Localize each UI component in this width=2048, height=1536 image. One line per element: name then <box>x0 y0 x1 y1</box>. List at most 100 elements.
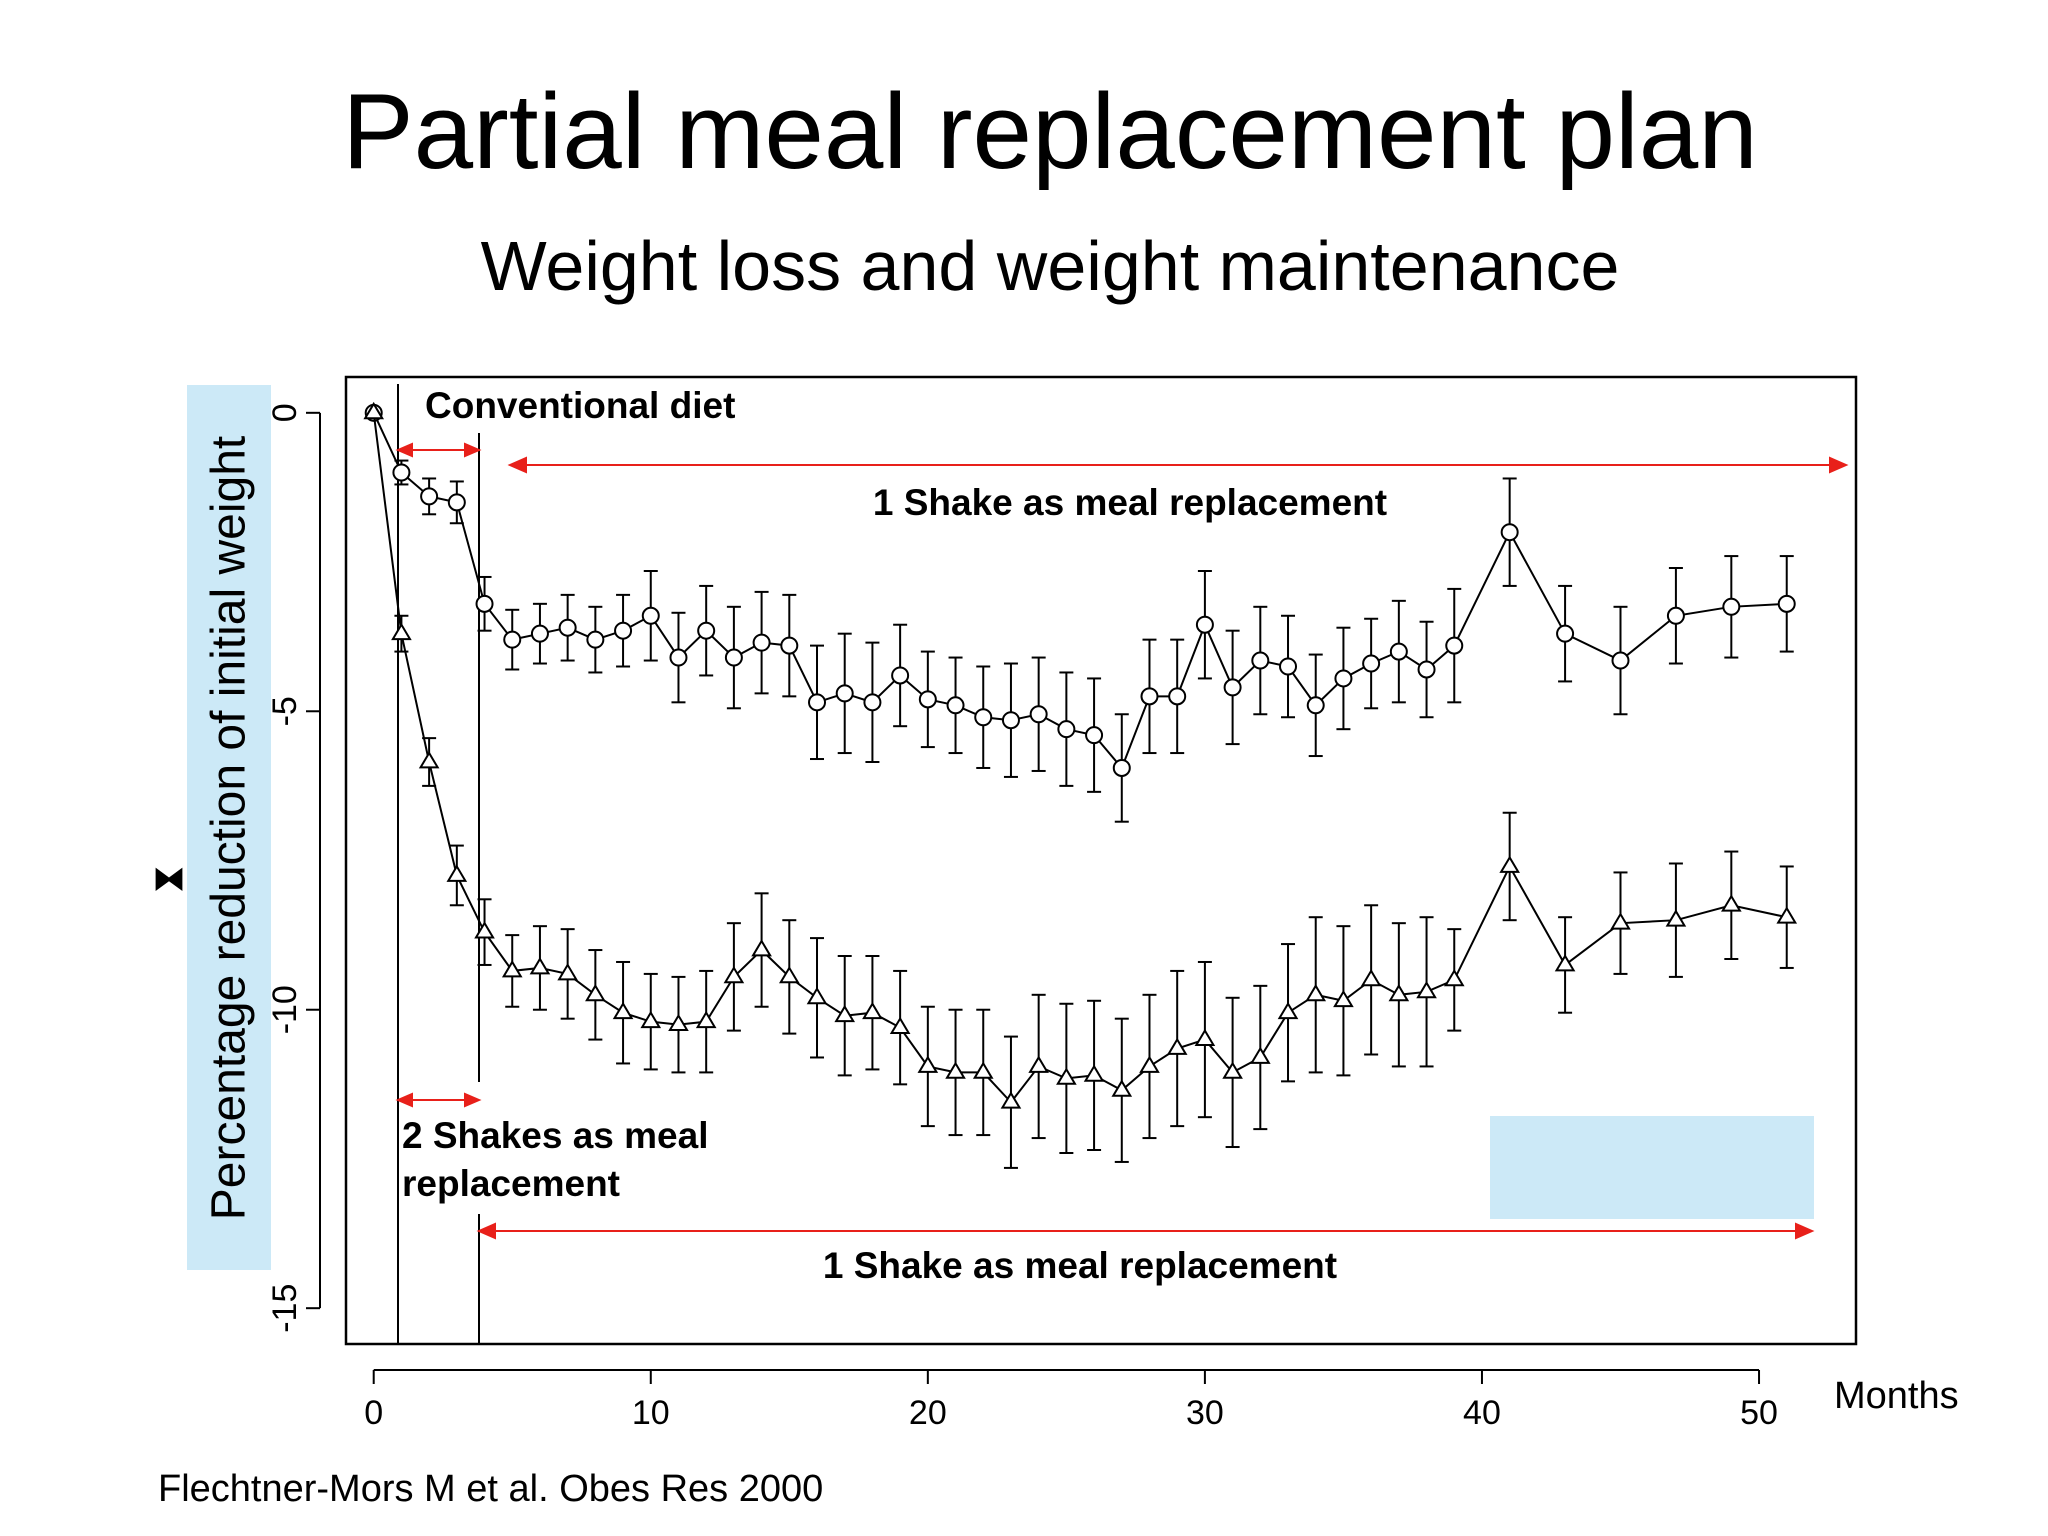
data-point-circle <box>1389 642 1408 661</box>
data-point-triangle <box>1333 989 1354 1008</box>
data-point-triangle <box>529 956 551 975</box>
data-point-circle <box>1777 594 1796 613</box>
data-point-triangle <box>1222 1061 1243 1079</box>
data-point-circle <box>863 693 882 712</box>
data-point-triangle <box>1028 1055 1049 1073</box>
page-subtitle: Weight loss and weight maintenance <box>480 227 1620 305</box>
data-point-triangle <box>446 864 468 882</box>
plot-frame <box>344 375 1858 1346</box>
data-point-triangle <box>723 965 745 984</box>
page-title: Partial meal replacement plan <box>342 71 1758 191</box>
data-point-triangle <box>1499 855 1520 873</box>
x-axis: 0 10 20 30 40 50 <box>364 1369 1778 1432</box>
y-tick-label: -5 <box>266 696 304 726</box>
series-line-circle <box>372 412 1787 770</box>
data-point-circle <box>808 693 827 712</box>
y-axis: 0 -5 -10 -15 <box>266 403 321 1333</box>
data-point-triangle <box>695 1010 717 1029</box>
data-point-circle <box>1334 669 1353 688</box>
bottom-phase1-arrow <box>395 1092 482 1108</box>
x-tick-label: 0 <box>364 1394 383 1432</box>
two-shakes-label-2: replacement <box>402 1163 620 1204</box>
data-point-triangle <box>751 939 772 957</box>
data-point-triangle <box>1554 954 1576 972</box>
data-point-triangle <box>1305 983 1327 1002</box>
x-tick-label: 20 <box>909 1394 947 1432</box>
ylabel-highlight <box>187 385 271 1270</box>
data-point-triangle <box>1416 980 1437 999</box>
bottom-shake-label: 1 Shake as meal replacement <box>823 1245 1337 1286</box>
data-point-circle <box>1001 711 1020 730</box>
data-point-circle <box>614 621 633 640</box>
data-point-circle <box>1112 758 1131 777</box>
data-point-circle <box>946 696 965 715</box>
data-point-circle <box>1085 726 1104 745</box>
citation: Flechtner-Mors M et al. Obes Res 2000 <box>158 1468 824 1510</box>
data-point-circle <box>1666 606 1685 625</box>
x-tick-label: 10 <box>632 1394 670 1432</box>
two-shakes-label-1: 2 Shakes as meal <box>402 1115 709 1156</box>
data-point-circle <box>447 493 466 512</box>
phase-lines <box>397 384 480 1344</box>
data-point-triangle <box>391 622 412 641</box>
data-point-triangle <box>1250 1046 1271 1064</box>
data-point-triangle <box>1000 1091 1022 1109</box>
data-point-triangle <box>834 1004 856 1023</box>
data-point-circle <box>974 708 993 727</box>
data-point-circle <box>1306 696 1325 715</box>
data-point-triangle <box>1443 968 1465 987</box>
data-point-triangle <box>972 1061 994 1079</box>
data-point-circle <box>724 648 743 667</box>
data-point-triangle <box>1388 983 1410 1002</box>
data-point-circle <box>641 606 660 625</box>
data-point-circle <box>1722 597 1741 616</box>
data-point-circle <box>1029 705 1048 724</box>
data-point-circle <box>669 648 688 667</box>
data-point-circle <box>1417 660 1436 679</box>
data-point-circle <box>1556 624 1575 643</box>
data-point-triangle <box>778 965 800 984</box>
data-point-triangle <box>501 959 523 978</box>
top-shake-label: 1 Shake as meal replacement <box>873 482 1387 523</box>
data-point-circle <box>1251 651 1270 670</box>
data-point-circle <box>918 690 937 709</box>
data-point-triangle <box>889 1016 911 1035</box>
data-point-triangle <box>474 921 495 939</box>
data-point-circle <box>392 463 411 482</box>
data-point-triangle <box>806 986 828 1005</box>
data-point-circle <box>1168 687 1187 706</box>
top-long-arrow <box>507 456 1849 474</box>
series-line-triangle <box>372 412 1787 1104</box>
conventional-diet-label: Conventional diet <box>425 385 735 426</box>
arrows <box>395 442 1849 1240</box>
data-point-circle <box>1140 687 1159 706</box>
data-point-circle <box>1362 654 1381 673</box>
data-point-triangle <box>1083 1064 1105 1082</box>
data-point-circle <box>558 618 577 637</box>
data-point-triangle <box>612 1001 634 1020</box>
data-point-circle <box>1057 720 1076 739</box>
y-tick-label: -10 <box>266 985 304 1034</box>
top-phase1-arrow <box>395 442 482 458</box>
data-point-circle <box>1445 636 1464 655</box>
data-point-circle <box>1500 523 1519 542</box>
y-tick-label: 0 <box>266 403 304 422</box>
data-point-circle <box>530 624 549 643</box>
bottom-long-arrow <box>476 1222 1815 1240</box>
data-point-triangle <box>862 1001 883 1020</box>
data-point-triangle <box>418 751 440 769</box>
data-point-circle <box>835 684 854 703</box>
series-circle <box>364 403 1796 823</box>
data-point-triangle <box>557 962 578 981</box>
data-point-triangle <box>1776 906 1798 924</box>
x-axis-label: Months <box>1834 1375 1959 1417</box>
series-layer <box>363 401 1798 1169</box>
data-point-circle <box>420 487 439 506</box>
data-point-triangle <box>1194 1028 1216 1046</box>
data-point-triangle <box>1166 1037 1188 1055</box>
data-point-circle <box>697 621 716 640</box>
data-point-circle <box>503 630 522 649</box>
data-point-triangle <box>1610 912 1631 930</box>
data-point-triangle <box>363 401 385 420</box>
